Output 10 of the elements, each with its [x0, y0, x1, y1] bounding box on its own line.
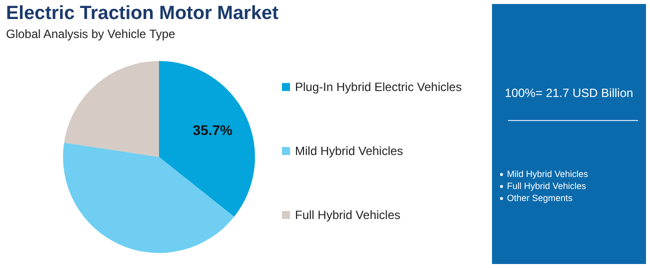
chart-subtitle: Global Analysis by Vehicle Type [6, 27, 176, 41]
text: Mild Hybrid Vehicles [507, 168, 588, 180]
legend-label: Plug-In Hybrid Electric Vehicles [295, 80, 462, 94]
text: Full Hybrid Vehicles [507, 180, 586, 192]
legend-label: Full Hybrid Vehicles [295, 208, 400, 222]
data-label: 35.7% [192, 122, 234, 138]
text: 100%= 21.7 USD Billion [504, 86, 634, 100]
legend-label: Mild Hybrid Vehicles [295, 144, 404, 158]
chart-title: Electric Traction Motor Market [6, 3, 278, 25]
text: Other Segments [507, 192, 573, 204]
